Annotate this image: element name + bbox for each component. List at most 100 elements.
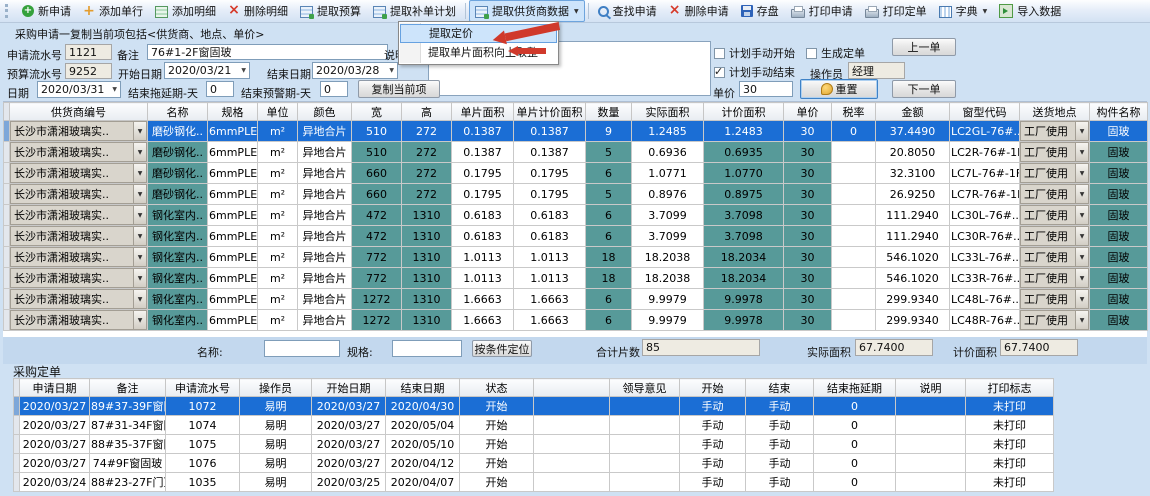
cell[interactable]: 1.6663 xyxy=(513,288,586,310)
table-row[interactable]: 长沙市潇湘玻璃实..▼磨砂钢化..6mmPLE..m²异地合片5102720.1… xyxy=(3,120,1148,142)
cell[interactable]: 易明 xyxy=(239,415,312,435)
cell[interactable]: 299.9340 xyxy=(875,309,950,331)
cell[interactable]: 20.8050 xyxy=(875,141,950,163)
column-header[interactable] xyxy=(533,378,610,397)
cell[interactable]: 磨砂钢化.. xyxy=(147,141,208,163)
cell[interactable]: 磨砂钢化.. xyxy=(147,162,208,184)
cell[interactable]: 长沙市潇湘玻璃实.. ▼ xyxy=(9,288,148,310)
chevron-down-icon[interactable]: ▼ xyxy=(1075,143,1088,161)
cell[interactable]: 546.1020 xyxy=(875,267,950,289)
table-row[interactable]: 2020/03/27 74#9F窗固玻 1076 易明 2020/03/27 2020/0… xyxy=(13,453,1054,473)
column-header[interactable]: 备注 xyxy=(89,378,166,397)
cell[interactable] xyxy=(895,415,966,435)
cell[interactable]: 2020/03/27 xyxy=(19,434,90,454)
cell[interactable]: 30 xyxy=(783,120,832,142)
cell[interactable]: 长沙市潇湘玻璃实.. ▼ xyxy=(9,162,148,184)
cell[interactable]: 固玻 xyxy=(1089,120,1148,142)
cell[interactable]: 30 xyxy=(783,204,832,226)
chevron-down-icon[interactable]: ▼ xyxy=(1075,227,1088,245)
cell[interactable]: 272 xyxy=(401,120,452,142)
cell[interactable] xyxy=(533,415,610,435)
purchase-request-table[interactable]: 供货商编号 名称 规格 单位 颜色宽高单片面积 单片计价面积 数量 实际面积 计价面积 单价 税率金… xyxy=(3,102,1148,331)
cell[interactable]: 88#35-37F窗固玻 xyxy=(89,434,166,454)
cell[interactable]: 299.9340 xyxy=(875,288,950,310)
cell[interactable]: 易明 xyxy=(239,472,312,492)
cell[interactable]: 6mmPLE.. xyxy=(207,225,258,247)
column-header[interactable]: 高 xyxy=(401,102,452,121)
chevron-down-icon[interactable]: ▼ xyxy=(133,227,146,245)
toolbar-button-search[interactable]: 查找申请 xyxy=(592,0,663,22)
cell[interactable]: 手动 xyxy=(679,396,746,416)
chevron-down-icon[interactable]: ▼ xyxy=(1075,248,1088,266)
cell[interactable]: 2020/03/25 xyxy=(311,472,386,492)
toolbar-button-delete-detail[interactable]: 删除明细 xyxy=(222,0,294,22)
chevron-down-icon[interactable]: ▼ xyxy=(133,164,146,182)
cell[interactable]: 工厂使用 ▼ xyxy=(1019,246,1090,268)
cell[interactable]: 660 xyxy=(351,183,402,205)
cell[interactable]: 87#31-34F窗固玻 xyxy=(89,415,166,435)
cell[interactable]: 工厂使用 ▼ xyxy=(1019,309,1090,331)
cell[interactable]: m² xyxy=(257,162,298,184)
cell[interactable]: 手动 xyxy=(679,434,746,454)
checkbox-box[interactable] xyxy=(714,65,725,78)
table-row[interactable]: 2020/03/2788#35-37F窗固玻1075易明2020/03/2720… xyxy=(13,434,1054,454)
cell[interactable]: 易明 xyxy=(239,396,312,416)
cell[interactable] xyxy=(831,183,876,205)
cell[interactable]: 272 xyxy=(401,183,452,205)
cell[interactable]: 固玻 xyxy=(1089,267,1148,289)
cell[interactable]: 0 xyxy=(813,396,896,416)
cell[interactable]: 9.9978 xyxy=(703,288,784,310)
chevron-down-icon[interactable]: ▼ xyxy=(112,86,117,93)
cell[interactable]: 未打印 xyxy=(965,472,1054,492)
column-header[interactable]: 打印标志 xyxy=(965,378,1054,397)
column-header[interactable]: 申请日期 xyxy=(19,378,90,397)
cell[interactable]: 6 xyxy=(585,225,632,247)
cell[interactable]: 异地合片 xyxy=(297,225,352,247)
column-header[interactable]: 名称 xyxy=(147,102,208,121)
chevron-down-icon[interactable]: ▼ xyxy=(1075,269,1088,287)
cell[interactable]: 272 xyxy=(401,162,452,184)
cell[interactable]: 89#37-39F窗固玻 xyxy=(89,396,166,416)
cell[interactable]: 1.0113 xyxy=(451,246,514,268)
cell[interactable]: LC2R-76#-1F xyxy=(949,141,1020,163)
chevron-down-icon[interactable]: ▼ xyxy=(133,311,146,329)
cell[interactable]: m² xyxy=(257,120,298,142)
cell[interactable]: 手动 xyxy=(745,472,814,492)
chevron-down-icon[interactable]: ▼ xyxy=(133,143,146,161)
cell[interactable]: 工厂使用 ▼ xyxy=(1019,288,1090,310)
cell[interactable]: 472 xyxy=(351,225,402,247)
cell[interactable]: 111.2940 xyxy=(875,225,950,247)
plan-manual-start-checkbox[interactable]: 计划手动开始 xyxy=(714,45,795,61)
column-header[interactable]: 窗型代码 xyxy=(949,102,1020,121)
cell[interactable]: 30 xyxy=(783,183,832,205)
cell[interactable] xyxy=(831,309,876,331)
cell[interactable]: 0.6183 xyxy=(513,204,586,226)
end-delay-input[interactable] xyxy=(206,81,234,97)
column-header[interactable]: 开始 xyxy=(679,378,746,397)
cell[interactable]: 2020/03/27 xyxy=(19,415,90,435)
cell[interactable]: 1074 xyxy=(165,415,240,435)
cell[interactable]: LC33L-76#.. xyxy=(949,246,1020,268)
cell[interactable]: 37.4490 xyxy=(875,120,950,142)
cell[interactable]: 固玻 xyxy=(1089,183,1148,205)
cell[interactable]: 钢化室内.. xyxy=(147,288,208,310)
cell[interactable]: 钢化室内.. xyxy=(147,309,208,331)
cell[interactable]: 1072 xyxy=(165,396,240,416)
cell[interactable]: 手动 xyxy=(679,415,746,435)
cell[interactable]: 工厂使用 ▼ xyxy=(1019,120,1090,142)
column-header[interactable]: 说明 xyxy=(895,378,966,397)
cell[interactable]: 18 xyxy=(585,246,632,268)
cell[interactable]: 2020/03/24 xyxy=(19,472,90,492)
cell[interactable]: 2020/04/12 xyxy=(385,453,460,473)
cell[interactable]: 3.7098 xyxy=(703,225,784,247)
cell[interactable]: 510 xyxy=(351,141,402,163)
cell[interactable]: 6mmPLE.. xyxy=(207,162,258,184)
request-serial-input[interactable] xyxy=(65,44,112,60)
cell[interactable]: 1310 xyxy=(401,225,452,247)
table-row[interactable]: 长沙市潇湘玻璃实..▼钢化室内..6mmPLE..m²异地合片77213101.… xyxy=(3,246,1148,268)
cell[interactable]: 0.6183 xyxy=(513,225,586,247)
cell[interactable]: 0.6935 xyxy=(703,141,784,163)
cell[interactable] xyxy=(609,396,680,416)
table-row[interactable]: 长沙市潇湘玻璃实..▼钢化室内..6mmPLE..m²异地合片77213101.… xyxy=(3,267,1148,289)
cell[interactable]: 1.6663 xyxy=(513,309,586,331)
